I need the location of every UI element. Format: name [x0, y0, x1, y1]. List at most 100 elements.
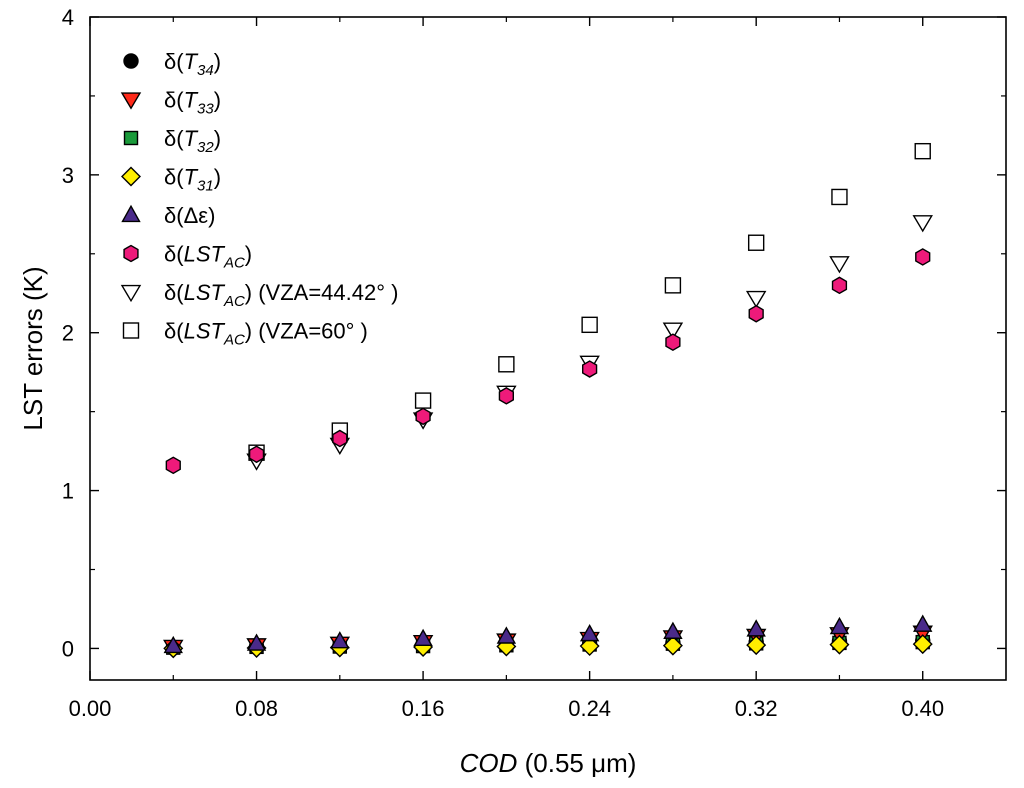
data-point: [745, 290, 767, 309]
data-point: [248, 445, 265, 464]
plot-frame: [89, 16, 1007, 681]
data-points: [163, 142, 933, 659]
legend-label: δ(T31): [164, 165, 221, 195]
legend-label-pre: δ(: [164, 88, 184, 113]
legend-label-pre: δ(Δε): [164, 203, 215, 228]
data-point: [829, 634, 850, 655]
data-point: [662, 322, 684, 340]
legend-label-pre: δ(: [164, 319, 184, 344]
data-point: [829, 616, 850, 635]
data-point: [579, 623, 600, 642]
legend-marker: [123, 244, 139, 263]
legend-label-italic: T: [184, 88, 199, 113]
data-point: [662, 635, 683, 656]
legend-label-italic: T: [184, 126, 199, 151]
legend-label-subscript: 34: [197, 62, 214, 79]
legend-label-italic: LST: [184, 242, 226, 267]
data-point: [414, 392, 432, 409]
legend-label-subscript: 31: [197, 178, 214, 195]
data-point: [914, 142, 931, 160]
x-axis-title-rest: (0.55 μm): [517, 748, 636, 778]
legend-label-pre: δ(: [164, 242, 184, 267]
legend-marker: [122, 322, 140, 339]
legend: δ(T34)δ(T33)δ(T32)δ(T31)δ(Δε)δ(LSTAC)δ(L…: [120, 49, 398, 349]
legend-label-post: ): [214, 165, 221, 190]
data-point: [746, 619, 766, 637]
legend-marker: [121, 166, 141, 187]
legend-label: δ(T34): [164, 49, 221, 79]
data-point: [579, 636, 600, 657]
y-tick-label: 3: [62, 163, 74, 188]
data-point: [415, 407, 431, 426]
data-point: [332, 429, 348, 448]
data-point: [913, 614, 933, 632]
legend-label: δ(T33): [164, 88, 221, 118]
legend-label: δ(LSTAC) (VZA=60° ): [164, 319, 368, 349]
legend-marker: [120, 284, 142, 303]
legend-label-pre: δ(: [164, 126, 184, 151]
legend-label-italic: T: [184, 49, 199, 74]
legend-label-subscript: 33: [197, 101, 214, 118]
x-tick-label: 0.32: [735, 696, 778, 721]
y-tick-label: 2: [62, 321, 74, 346]
data-point: [748, 304, 764, 323]
x-tick-label: 0.08: [235, 696, 278, 721]
legend-marker: [120, 92, 142, 110]
series-0: [165, 632, 931, 656]
data-point: [582, 360, 598, 378]
legend-marker: [123, 53, 139, 69]
x-tick-label: 0.40: [901, 696, 944, 721]
legend-label: δ(T32): [164, 126, 221, 156]
data-point: [747, 234, 765, 251]
legend-label-post: ) (VZA=44.42° ): [245, 280, 399, 305]
x-axis-title-italic: COD: [460, 748, 518, 778]
data-point: [664, 277, 682, 294]
data-point: [330, 631, 350, 649]
y-tick-label: 4: [62, 5, 74, 30]
legend-label-subscript: AC: [223, 293, 245, 310]
data-point: [831, 188, 848, 206]
legend-label-italic: LST: [184, 319, 226, 344]
legend-label: δ(LSTAC) (VZA=44.42° ): [164, 280, 398, 310]
legend-marker: [121, 204, 141, 223]
legend-label-pre: δ(: [164, 165, 184, 190]
legend-label-subscript: AC: [223, 332, 245, 349]
data-point: [912, 215, 933, 233]
series-3: [163, 634, 933, 659]
data-point: [498, 356, 515, 373]
data-point: [246, 633, 267, 651]
legend-marker: [123, 130, 139, 146]
y-axis-title: LST errors (K): [18, 266, 48, 430]
series-4: [163, 614, 933, 654]
legend-label-italic: T: [184, 165, 199, 190]
legend-label-pre: δ(: [164, 280, 184, 305]
series-2: [166, 634, 930, 655]
data-point: [746, 635, 767, 656]
data-point: [496, 626, 517, 644]
data-point: [413, 628, 433, 647]
data-point: [912, 634, 933, 655]
data-point: [163, 635, 183, 654]
legend-label-post: ): [214, 88, 221, 113]
legend-label-post: ): [214, 126, 221, 151]
data-point: [498, 387, 514, 405]
legend-label: δ(LSTAC): [164, 242, 252, 272]
x-tick-label: 0.24: [568, 696, 611, 721]
legend-label-pre: δ(: [164, 49, 184, 74]
x-tick-label: 0.16: [402, 696, 445, 721]
data-point: [663, 621, 683, 639]
legend-label-subscript: 32: [197, 139, 214, 156]
series-1: [163, 625, 933, 658]
data-point: [581, 316, 598, 334]
x-axis-title: COD (0.55 μm): [460, 748, 637, 778]
data-point: [831, 276, 848, 295]
y-tick-label: 0: [62, 636, 74, 661]
y-tick-label: 1: [62, 479, 74, 504]
legend-label-italic: LST: [184, 280, 226, 305]
data-point: [165, 456, 181, 475]
legend-label: δ(Δε): [164, 203, 215, 228]
data-point: [915, 248, 931, 266]
legend-label-post: ) (VZA=60° ): [245, 319, 368, 344]
